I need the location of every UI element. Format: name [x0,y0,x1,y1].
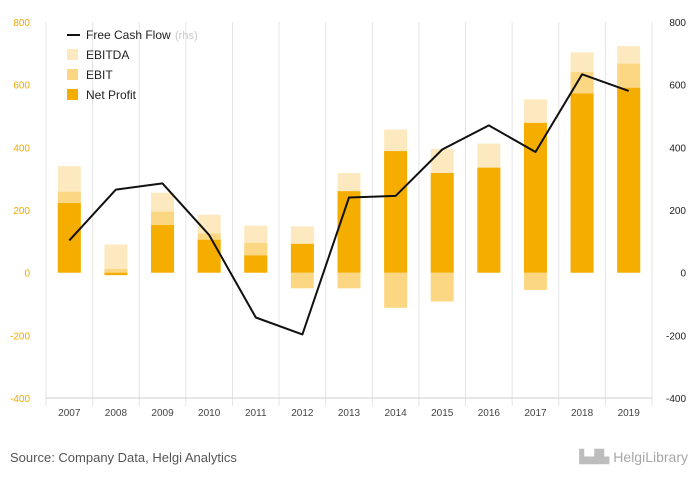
net-profit-bar [477,167,501,273]
ebit-bar [384,272,408,308]
y-tick-left: -400 [10,394,30,405]
y-tick-right: 0 [680,269,686,280]
ebit-bar [337,272,361,289]
x-tick-label: 2019 [618,408,641,419]
x-tick-label: 2018 [571,408,594,419]
net-profit-bar [337,191,361,273]
ebit-bar [290,272,314,289]
x-tick-label: 2015 [431,408,454,419]
x-tick-label: 2009 [151,408,174,419]
y-tick-left: 400 [13,143,30,154]
brand: ▙▟▙ HelgiLibrary [579,449,688,465]
fcf-line-path [68,73,630,336]
city-skyline-icon: ▙▟▙ [579,449,610,464]
y-tick-right: 200 [669,206,686,217]
y-tick-left: 800 [13,18,30,29]
grid [45,22,653,406]
x-tick-label: 2010 [198,408,221,419]
legend-swatch-ebit [67,69,78,80]
y-tick-right: -400 [666,394,686,405]
net-profit-bar [384,151,408,273]
legend-label-fcf: Free Cash Flow [86,28,171,42]
axes: 800 800 600 600 400 400 200 200 0 0 -200 -200 -400 -4… [10,18,686,419]
y-tick-left: -200 [10,331,30,342]
y-tick-left: 200 [13,206,30,217]
legend-label-net-profit: Net Profit [86,88,137,102]
ebit-bar [523,272,547,290]
y-tick-left: 0 [24,269,30,280]
x-tick-label: 2016 [478,408,501,419]
y-tick-left: 600 [13,81,30,92]
legend-swatch-net-profit [67,89,78,100]
ebit-bar [430,272,454,302]
legend-swatch-ebitda [67,49,78,60]
ebit-bar [104,268,128,273]
legend: Free Cash Flow (rhs) EBITDA EBIT Net Pro… [67,28,198,102]
x-tick-label: 2013 [338,408,361,419]
x-tick-label: 2012 [291,408,314,419]
x-tick-label: 2017 [524,408,547,419]
x-tick-label: 2014 [384,408,407,419]
net-profit-bar [151,225,175,273]
chart: 800 800 600 600 400 400 200 200 0 0 -200 -200 -400 -4… [10,18,686,419]
brand-name: HelgiLibrary [613,449,688,465]
net-profit-bar [523,122,547,273]
ebitda-bar [104,244,128,273]
y-tick-right: 400 [669,143,686,154]
x-tick-label: 2011 [245,408,267,419]
net-profit-bar [617,87,641,273]
net-profit-bar [57,203,81,273]
net-profit-bar [104,272,128,276]
net-profit-bar [570,93,594,273]
legend-note-rhs: (rhs) [175,30,198,42]
y-tick-right: -200 [666,331,686,342]
bars [57,46,641,308]
net-profit-bar [290,243,314,273]
y-tick-right: 600 [669,81,686,92]
net-profit-bar [244,255,268,273]
net-profit-bar [197,239,221,273]
net-profit-bar [430,173,454,273]
legend-label-ebit: EBIT [86,68,113,82]
y-tick-right: 800 [669,18,686,29]
x-tick-label: 2007 [58,408,81,419]
x-tick-label: 2008 [105,408,128,419]
source-note: Source: Company Data, Helgi Analytics [10,450,237,465]
legend-label-ebitda: EBITDA [86,48,129,62]
fcf-line [68,73,630,336]
